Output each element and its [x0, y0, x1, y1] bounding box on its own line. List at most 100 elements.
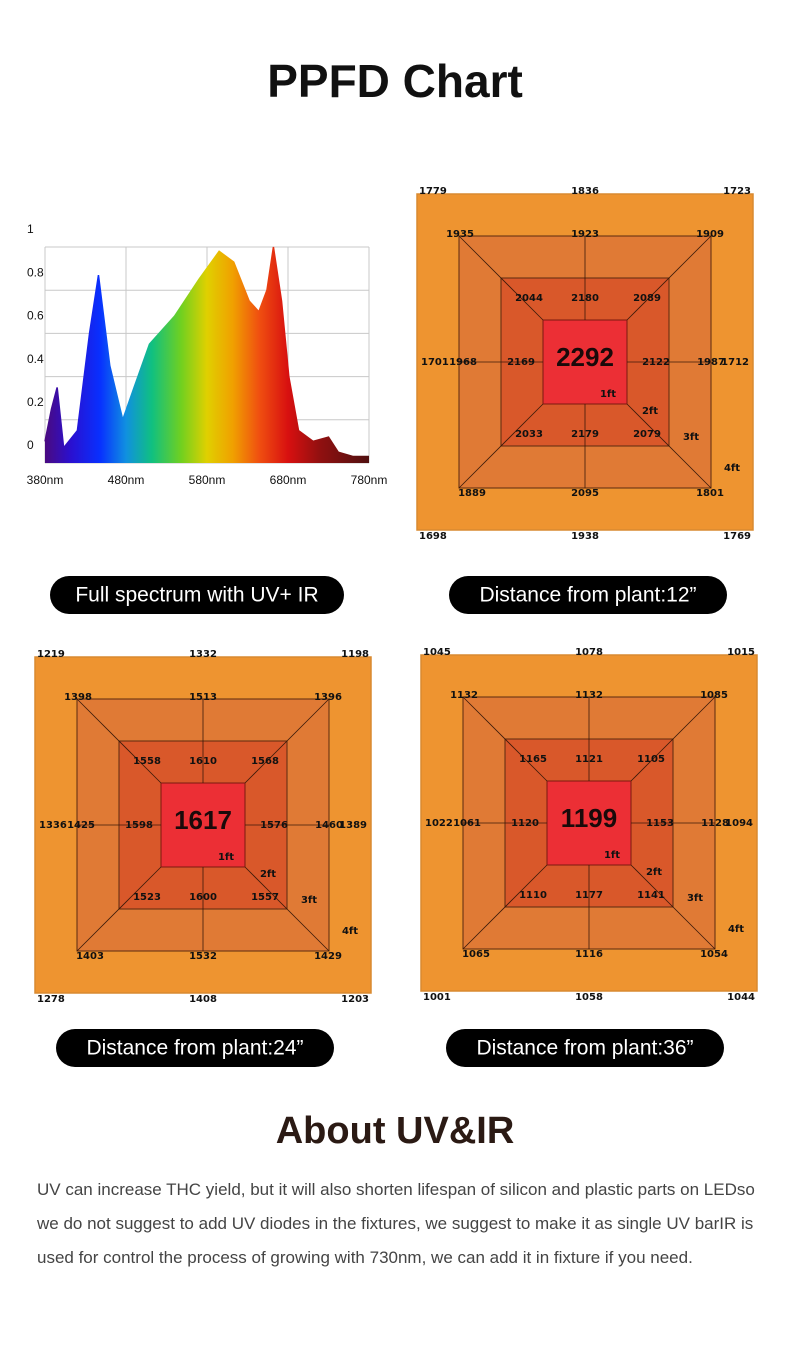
- y-tick-label: 0: [27, 438, 34, 452]
- ppfd-value: 1332: [189, 649, 217, 660]
- guide-line: [76, 698, 162, 784]
- guide-line: [458, 235, 544, 321]
- about-text: UV can increase THC yield, but it will a…: [37, 1180, 755, 1267]
- guide-line: [626, 403, 712, 489]
- ppfd-value: 1085: [700, 690, 728, 701]
- guide-line: [244, 698, 330, 784]
- center-value: 1617: [174, 805, 232, 835]
- guide-line: [462, 696, 548, 782]
- ppfd-value: 1938: [571, 531, 599, 542]
- ppfd-value: 2079: [633, 429, 661, 440]
- ppfd-value: 1557: [251, 892, 279, 903]
- ppfd-value: 1769: [723, 531, 751, 542]
- guide-line: [76, 866, 162, 952]
- ppfd-value: 1429: [314, 951, 342, 962]
- ppfd-value: 1120: [511, 818, 539, 829]
- caption: Full spectrum with UV+ IR: [75, 584, 318, 607]
- x-tick-label: 680nm: [270, 473, 307, 487]
- guide-line: [462, 864, 548, 950]
- ring-label: 1ft: [600, 389, 616, 400]
- ppfd-value: 1110: [519, 890, 547, 901]
- ring-label: 1ft: [604, 850, 620, 861]
- ppfd-value: 1203: [341, 994, 369, 1005]
- ppfd-value: 1935: [446, 229, 474, 240]
- ppfd-value: 1598: [125, 820, 153, 831]
- ppfd-value: 1219: [37, 649, 65, 660]
- ppfd-value: 1165: [519, 754, 547, 765]
- caption-pill: [446, 1029, 724, 1067]
- ppfd-value: 1061: [453, 818, 481, 829]
- ring-label: 4ft: [342, 926, 358, 937]
- ppfd-value: 1044: [727, 992, 755, 1003]
- ppfd-value: 1987: [697, 357, 725, 368]
- ppfd-value: 1389: [339, 820, 367, 831]
- x-tick-label: 780nm: [351, 473, 388, 487]
- x-tick-label: 480nm: [108, 473, 145, 487]
- ppfd-value: 2044: [515, 293, 543, 304]
- ppfd-value: 1058: [575, 992, 603, 1003]
- ppfd-value: 1523: [133, 892, 161, 903]
- y-tick-label: 0.8: [27, 265, 44, 279]
- ppfd-value: 1128: [701, 818, 729, 829]
- caption: Distance from plant:24”: [86, 1037, 303, 1060]
- ppfd-value: 1513: [189, 692, 217, 703]
- ppfd-value: 1022: [425, 818, 453, 829]
- y-tick-label: 1: [27, 222, 34, 236]
- ppfd-value: 1153: [646, 818, 674, 829]
- ppfd-value: 1398: [64, 692, 92, 703]
- ppfd-value: 1801: [696, 488, 724, 499]
- ppfd-value: 2122: [642, 357, 670, 368]
- guide-line: [630, 864, 716, 950]
- ppfd-value: 1116: [575, 949, 603, 960]
- ppfd-value: 1836: [571, 186, 599, 197]
- ppfd-value: 1015: [727, 647, 755, 658]
- ppfd-value: 1610: [189, 756, 217, 767]
- caption-pill: [449, 576, 727, 614]
- ppfd-value: 1460: [315, 820, 343, 831]
- ppfd-value: 1336: [39, 820, 67, 831]
- ppfd-value: 1094: [725, 818, 753, 829]
- caption: Distance from plant:12”: [479, 584, 696, 607]
- ppfd-value: 1045: [423, 647, 451, 658]
- ppfd-value: 1078: [575, 647, 603, 658]
- guide-line: [458, 403, 544, 489]
- ppfd-value: 1600: [189, 892, 217, 903]
- ring-label: 4ft: [728, 924, 744, 935]
- ring-label: 3ft: [301, 895, 317, 906]
- y-tick-label: 0.4: [27, 352, 44, 366]
- ppfd-value: 1403: [76, 951, 104, 962]
- guide-line: [244, 866, 330, 952]
- ppfd-value: 1909: [696, 229, 724, 240]
- guide-line: [630, 696, 716, 782]
- center-square: [160, 782, 246, 868]
- ppfd-value: 1923: [571, 229, 599, 240]
- center-square: [546, 780, 632, 866]
- ppfd-value: 1568: [251, 756, 279, 767]
- ppfd-value: 1712: [721, 357, 749, 368]
- ppfd-value: 1532: [189, 951, 217, 962]
- caption-pill: [50, 576, 344, 614]
- ppfd-value: 1576: [260, 820, 288, 831]
- x-tick-label: 380nm: [27, 473, 64, 487]
- x-tick-label: 580nm: [189, 473, 226, 487]
- ring-label: 2ft: [642, 406, 658, 417]
- ring-label: 2ft: [260, 869, 276, 880]
- ppfd-value: 1889: [458, 488, 486, 499]
- ring-label: 4ft: [724, 463, 740, 474]
- ppfd-value: 1408: [189, 994, 217, 1005]
- spectrum-line: [44, 246, 369, 458]
- ppfd-value: 1132: [450, 690, 478, 701]
- ppfd-value: 2089: [633, 293, 661, 304]
- center-value: 2292: [556, 342, 614, 372]
- y-tick-label: 0.2: [27, 395, 44, 409]
- ppfd-value: 1723: [723, 186, 751, 197]
- ring-label: 3ft: [683, 432, 699, 443]
- ppfd-value: 2095: [571, 488, 599, 499]
- ppfd-value: 1065: [462, 949, 490, 960]
- ppfd-value: 1177: [575, 890, 603, 901]
- ppfd-value: 2033: [515, 429, 543, 440]
- ppfd-value: 1198: [341, 649, 369, 660]
- page-title: PPFD Chart: [267, 55, 523, 107]
